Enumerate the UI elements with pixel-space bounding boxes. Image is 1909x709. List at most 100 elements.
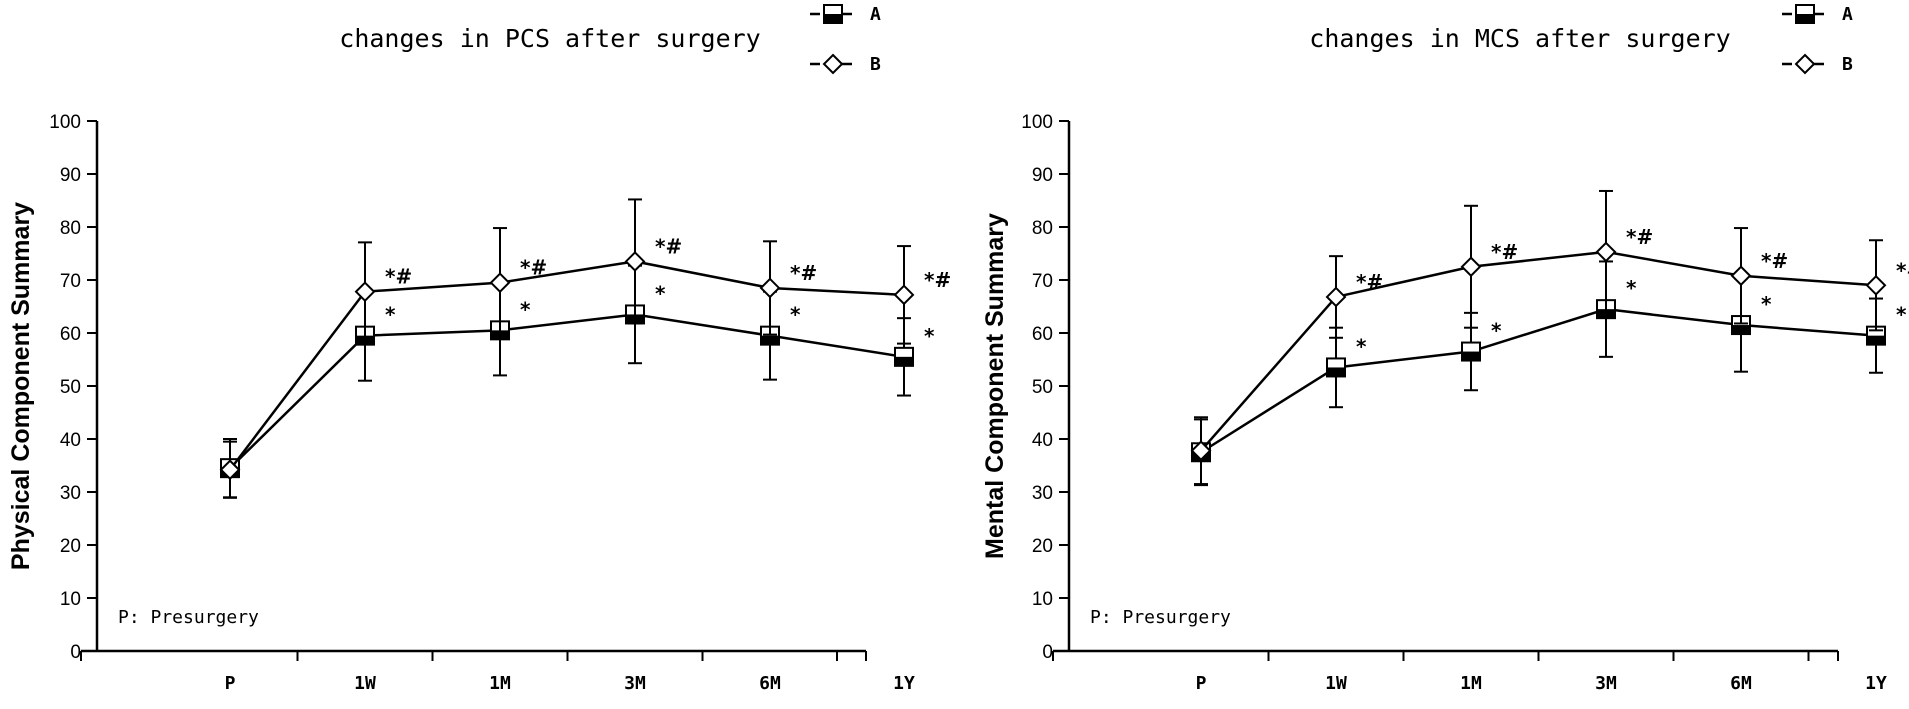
data-point-diamond [1460,256,1482,278]
x-tick-label: 1Y [1865,673,1887,694]
legend-marker-icon [1794,53,1816,75]
x-tick-label: 6M [1730,673,1752,694]
data-point-diamond [219,459,241,481]
series-A: * * * * * [220,264,935,499]
x-tick-label: 6M [759,673,781,694]
significance-star: *# [1356,270,1383,294]
pcs-chart-panel: changes in PCS after surgery A B 0 10 20 30 40 5… [7,4,951,694]
y-tick-label: 100 [49,112,81,133]
y-tick-label: 90 [1032,165,1053,186]
significance-star: * [924,324,935,348]
y-axis-label: Mental Component Summary [981,213,1009,559]
data-point-diamond [1325,286,1347,308]
data-point-square [1461,341,1481,362]
significance-star: *# [655,234,682,258]
x-tick-label: P [1196,673,1207,694]
significance-label: * [520,297,531,321]
significance-star: *# [385,265,412,289]
significance-star: *# [1761,249,1788,273]
legend-marker-icon [1795,4,1815,24]
series-line [1200,307,1877,454]
legend-label: B [1842,54,1853,75]
significance-star: * [1356,334,1367,358]
y-tick-label: 60 [1032,324,1053,345]
series-line [229,313,905,470]
significance-label: * [1626,276,1637,300]
significance-label: *# [924,268,951,292]
significance-label: * [924,324,935,348]
significance-label: *# [1896,258,1909,282]
legend-label: A [870,4,881,25]
significance-star: *# [1896,258,1909,282]
presurgery-note: P: Presurgery [118,607,259,628]
marker-square-fill [895,356,913,366]
marker-square-fill [1462,351,1480,361]
y-tick-label: 40 [60,430,81,451]
marker-square-fill [1867,335,1885,345]
data-point-diamond [489,272,511,294]
y-tick-label: 20 [60,536,81,557]
marker-square-fill [1796,14,1814,23]
x-tick-label: 1W [1325,673,1347,694]
significance-star: *# [520,256,547,280]
x-tick-label: 3M [624,673,646,694]
significance-label: * [1761,292,1772,316]
significance-label: *# [1356,270,1383,294]
y-tick-label: 60 [60,324,81,345]
significance-star: * [1491,319,1502,343]
significance-star: * [655,281,666,305]
data-point-diamond [1595,241,1617,263]
data-point-diamond [624,251,646,272]
significance-star: *# [1626,225,1653,249]
significance-label: * [385,303,396,327]
data-point-square [1326,357,1346,378]
x-tick-label: 3M [1595,673,1617,694]
y-tick-label: 80 [1032,218,1053,239]
data-point-diamond [354,281,376,303]
y-axis-label: Physical Component Summary [7,202,35,570]
series-A: * * * * * [1191,260,1907,487]
significance-star: * [1761,292,1772,316]
series-line [229,260,905,471]
y-tick-label: 30 [60,483,81,504]
significance-star: *# [1491,240,1518,264]
marker-square-fill [1732,325,1750,335]
y-tick-label: 20 [1032,536,1053,557]
data-point-diamond [893,284,915,306]
presurgery-note: P: Presurgery [1090,607,1231,628]
y-tick-label: 10 [60,589,81,610]
significance-label: * [1356,334,1367,358]
mcs-chart-panel: changes in MCS after surgery A B 0 10 20 30 40 5… [981,4,1909,694]
y-tick-label: 90 [60,165,81,186]
significance-star: * [520,297,531,321]
y-tick-label: 100 [1021,112,1053,133]
chart-title: changes in PCS after surgery [339,24,760,53]
marker-square-fill [761,335,779,345]
legend-entry: B [810,53,881,75]
series-line [1200,250,1877,452]
legend-marker-icon [822,53,844,75]
data-point-square [894,346,914,367]
legend-marker-icon [823,4,843,24]
data-point-diamond [1190,440,1212,462]
significance-star: * [385,303,396,327]
y-tick-label: 50 [1032,377,1053,398]
y-tick-label: 0 [70,642,81,663]
significance-star: * [1626,276,1637,300]
y-tick-label: 30 [1032,483,1053,504]
x-tick-label: 1W [354,673,376,694]
y-tick-label: 10 [1032,589,1053,610]
legend-entry: B [1782,53,1853,75]
x-tick-label: 1Y [893,673,915,694]
legend-entry: A [1782,4,1853,25]
legend-entry: A [810,4,881,25]
legend-label: A [1842,4,1853,25]
significance-label: *# [1761,249,1788,273]
x-tick-label: 1M [489,673,511,694]
significance-star: * [1896,303,1907,327]
significance-label: * [790,303,801,327]
marker-square-fill [1327,367,1345,377]
series-B: *# *# *# *# *# [1190,189,1909,486]
y-tick-label: 70 [60,271,81,292]
